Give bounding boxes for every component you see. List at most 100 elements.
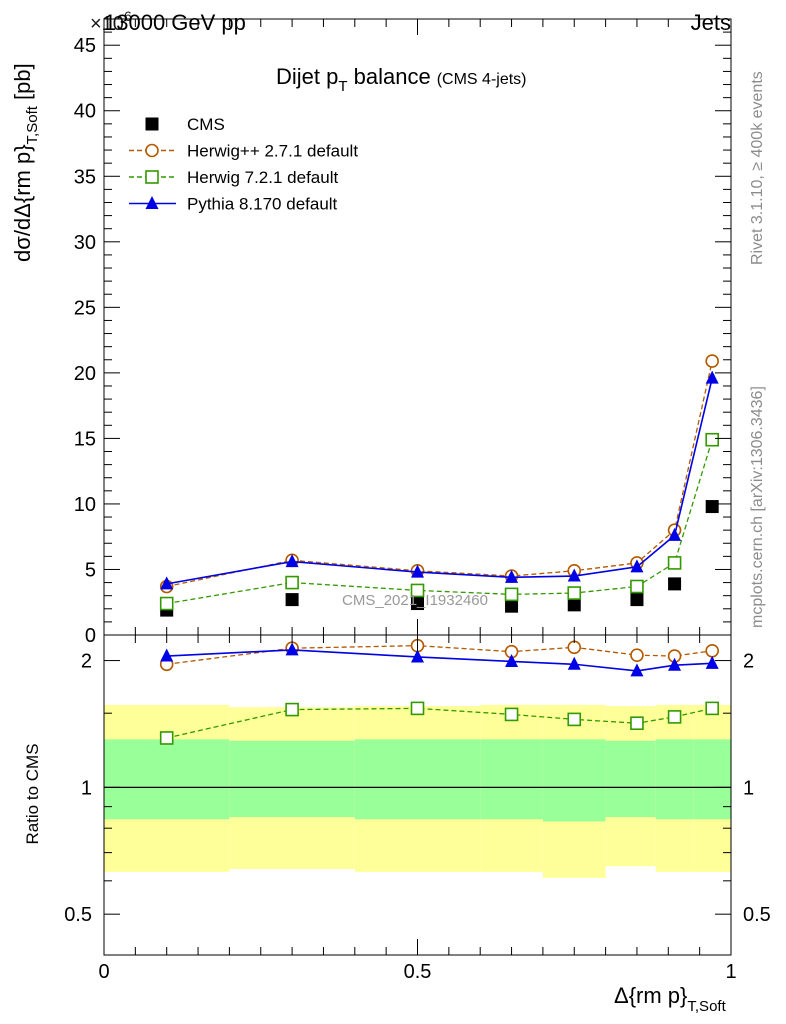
ratio-series-0 (159, 638, 719, 672)
legend-marker-0 (145, 117, 159, 131)
main-point-3-2 (411, 564, 424, 578)
x-label-sub: T,Soft (687, 998, 726, 1015)
main-series-3 (160, 370, 719, 590)
ratio-point-2-3 (505, 653, 519, 667)
main-series-line-1 (166, 360, 713, 588)
x-tick-label-0: 0 (98, 961, 109, 983)
main-point-3-4 (567, 568, 581, 582)
legend-marker-1 (145, 143, 159, 158)
legend-label-3: Pythia 8.170 default (187, 195, 338, 214)
main-point-0-3 (505, 599, 519, 613)
main-ytick-label-4: 20 (74, 363, 96, 385)
ratio-series-line-0 (166, 644, 713, 665)
main-series-1 (159, 354, 719, 594)
main-point-3-3 (505, 569, 519, 583)
watermark: CMS_2021_I1932460 (342, 592, 488, 609)
process-label: Jets (691, 10, 731, 35)
main-panel: CMS_2021_I1932460 Dijet pT balance (CMS 4… (10, 18, 732, 647)
legend-entry-3: Pythia 8.170 default (129, 195, 338, 214)
ratio-point-2-2 (411, 649, 424, 663)
main-point-3-5 (630, 559, 644, 573)
main-ytick-label-7: 35 (74, 166, 96, 188)
main-y-label-sub: T,Soft (24, 105, 41, 144)
x-tick-label-2: 1 (725, 961, 736, 983)
stat-band-7 (693, 739, 731, 820)
ratio-point-2-7 (705, 655, 719, 669)
main-frame: 0 5 10 15 20 25 30 35 40 45 (74, 18, 732, 647)
ratio-point-2-1 (285, 642, 299, 656)
ratio-point-2-6 (668, 657, 682, 671)
chart-title-rest: balance (348, 64, 431, 89)
chart-title-note: (CMS 4-jets) (437, 71, 527, 88)
ratio-ytick-label-2: 2 (81, 651, 92, 673)
main-series-2 (159, 432, 719, 611)
main-point-2-6 (667, 556, 682, 570)
ratio-point-1-2 (410, 701, 425, 716)
ratio-point-0-5 (630, 648, 644, 662)
main-point-2-5 (630, 579, 644, 594)
main-y-label-main: dσ/dΔ{rm p} (10, 144, 35, 262)
main-y-axis-label: dσ/dΔ{rm p}T,Soft [pb] (10, 63, 41, 262)
legend-label-2: Herwig 7.2.1 default (187, 168, 338, 187)
exponent-power: 6 (124, 8, 132, 24)
legend: CMS Herwig++ 2.7.1 default Herwig 7.2.1 de… (129, 115, 358, 214)
ratio-point-1-0 (159, 731, 174, 745)
legend-entry-0: CMS (145, 115, 225, 134)
main-ytick-label-6: 30 (74, 232, 96, 254)
ratio-plot-area (104, 638, 731, 878)
main-series-line-2 (166, 439, 713, 605)
main-axes-box (103, 18, 732, 636)
ratio-point-0-7 (705, 643, 719, 658)
main-point-2-2 (410, 583, 425, 598)
main-ytick-label-8: 40 (74, 101, 96, 123)
ratio-y-axis-label: Ratio to CMS (23, 743, 42, 844)
main-point-0-2 (411, 597, 424, 611)
main-y-label-unit: [pb] (10, 63, 35, 106)
ratio-point-2-5 (630, 663, 644, 677)
main-point-2-0 (159, 596, 174, 611)
main-ytick-label-0: 0 (85, 625, 96, 647)
stat-band-4 (542, 739, 606, 822)
ratio-ytick-label-right-0: 0.5 (743, 904, 771, 926)
ratio-series-1 (159, 701, 719, 745)
main-point-3-1 (285, 554, 299, 568)
legend-label-1: Herwig++ 2.7.1 default (187, 142, 358, 161)
main-point-3-6 (668, 527, 682, 541)
chart-title: Dijet pT balance (CMS 4-jets) (276, 64, 527, 95)
main-point-0-7 (705, 500, 719, 514)
main-point-1-7 (705, 354, 719, 368)
main-point-0-6 (668, 577, 682, 591)
ratio-ytick-label-0: 0.5 (64, 904, 92, 926)
main-ytick-label-5: 25 (74, 297, 96, 319)
stat-band-0 (104, 739, 230, 820)
legend-marker-2 (145, 170, 159, 184)
main-ytick-label-2: 10 (74, 494, 96, 516)
main-ytick-label-9: 45 (74, 35, 96, 57)
ratio-ytick-label-1: 1 (81, 777, 92, 799)
main-ytick-label-3: 15 (74, 428, 96, 450)
ratio-series-line-2 (166, 649, 713, 672)
main-point-2-4 (567, 586, 582, 600)
main-point-3-7 (705, 370, 719, 384)
ratio-point-1-5 (630, 716, 644, 731)
x-axis-label: Δ{rm p}T,Soft (614, 983, 727, 1015)
stat-band-3 (480, 739, 543, 820)
ratio-point-1-4 (567, 712, 582, 727)
rivet-label: Rivet 3.1.10, ≥ 400k events (749, 71, 766, 265)
x-tick-label-1: 0.5 (404, 961, 432, 983)
legend-entry-2: Herwig 7.2.1 default (129, 168, 338, 187)
main-point-2-3 (504, 587, 519, 602)
mcplots-label: mcplots.cern.ch [arXiv:1306.3436] (749, 386, 766, 628)
legend-entry-1: Herwig++ 2.7.1 default (129, 142, 358, 161)
stat-band-6 (655, 739, 694, 820)
main-ytick-label-1: 5 (85, 559, 96, 581)
main-point-0-1 (285, 593, 299, 607)
ratio-series-2 (160, 642, 719, 677)
ratio-point-0-4 (567, 640, 582, 655)
ratio-point-1-1 (285, 702, 299, 717)
legend-marker-3 (145, 196, 159, 209)
ratio-point-2-0 (160, 648, 174, 662)
main-point-0-4 (567, 598, 581, 612)
main-point-2-7 (705, 432, 719, 447)
